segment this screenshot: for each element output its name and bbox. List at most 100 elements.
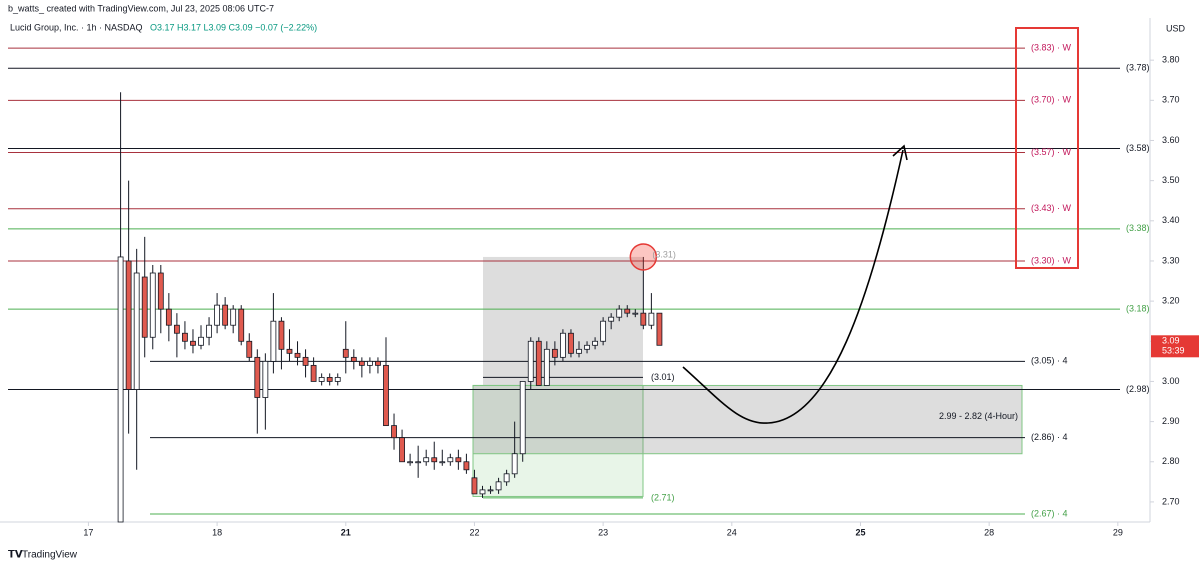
x-tick-label: 18 [212,527,222,537]
y-tick-label: 2.90 [1162,416,1180,426]
level-label: (3.18) [1126,304,1150,314]
x-tick-label: 24 [727,527,737,537]
candle-body [584,344,590,350]
candle-body [342,348,349,358]
candle-body [302,356,309,366]
candle-body [278,320,285,350]
candle-body [270,320,277,362]
y-tick-label: 3.20 [1162,295,1180,305]
candle-body [431,457,438,463]
level-label: (3.38) [1126,223,1150,233]
candle-body [407,461,414,464]
level-label: (3.57) · W [1031,147,1072,157]
candle-body [310,364,317,382]
y-tick-label: 3.60 [1162,135,1180,145]
candle-body [479,489,486,495]
last-price-tag [1151,335,1199,358]
countdown: 53:39 [1162,346,1185,356]
candle-body [511,453,518,475]
ohlc-legend: O3.17 H3.17 L3.09 C3.09 −0.07 (−2.22%) [150,22,317,32]
candle-body [198,336,204,346]
candle-body [262,360,269,398]
candle-body [423,457,430,463]
chart-title: Lucid Group, Inc. · 1h · NASDAQ [10,22,143,32]
candle-body [318,377,325,382]
zone-label: 2.99 - 2.82 (4-Hour) [939,411,1018,421]
level-label: (2.98) [1126,384,1150,394]
candle-body [551,348,558,358]
candle-body [568,332,574,354]
candle-body [133,272,140,390]
y-tick-label: 3.70 [1162,95,1180,105]
candle-body [455,457,462,463]
candle-body [632,312,639,315]
candle-body [141,276,148,338]
high-label: (3.31) [652,249,676,259]
candle-body [334,377,341,382]
candle-body [222,304,229,326]
candle-body [286,348,293,354]
last-price-label: 3.09 [1162,336,1180,346]
candle-body [230,308,237,326]
candle-body [254,356,261,398]
candle-body [487,489,494,492]
candle-body [463,461,470,471]
candle-body [543,348,550,386]
candle-body [616,308,623,318]
candle-body [600,320,607,342]
footer-logo: 𝗧𝗩 [8,550,23,561]
candle-body [519,381,526,455]
level-label: (3.78) [1126,63,1150,73]
candle-body [447,457,454,463]
candle-body [157,272,164,310]
candle-body [576,348,582,354]
level-label: (3.58) [1126,143,1150,153]
x-tick-label: 25 [855,527,865,537]
level-label: (3.01) [651,372,675,382]
y-tick-label: 3.80 [1162,55,1180,65]
candle-body [214,304,220,326]
candle-body [294,352,301,358]
x-tick-label: 21 [341,527,351,537]
candle-body [471,477,478,495]
y-tick-label: 3.00 [1162,376,1180,386]
footer: TradingView [22,550,78,561]
candle-body [182,332,188,342]
candle-body [656,312,663,346]
candle-body [165,308,172,326]
candle-body [527,340,534,382]
candle-body [383,364,389,427]
candle-body [358,360,365,366]
candle-body [415,461,422,464]
zone-upper-box [483,256,643,386]
level-label: (3.30) · W [1031,255,1072,265]
arrow-head [892,144,908,161]
candle-body [640,312,647,326]
logo-mark: 𝗧𝗩 [8,550,23,561]
level-label: (2.86) · 4 [1031,432,1068,442]
x-tick-label: 17 [83,527,93,537]
y-tick-label: 3.30 [1162,255,1180,265]
level-label: (3.70) · W [1031,95,1072,105]
weekly-box [1015,27,1079,269]
x-tick-label: 28 [984,527,994,537]
candle-body [560,332,566,358]
projection-arrow [682,149,904,424]
candle-body [439,461,446,464]
candle-body [246,340,253,358]
candle-body [367,360,373,366]
candle-body [173,324,180,334]
candle-body [350,356,357,362]
high-marker [629,243,658,271]
y-tick-label: 3.40 [1162,215,1180,225]
level-label: (3.05) · 4 [1031,356,1068,366]
candle-body [503,473,510,483]
x-tick-label: 23 [598,527,608,537]
candle-body [117,256,124,523]
candle-body [125,260,132,390]
zone-lower-box [472,384,644,497]
y-tick-label: 2.80 [1162,456,1180,466]
y-tick-label: 2.70 [1162,496,1180,506]
